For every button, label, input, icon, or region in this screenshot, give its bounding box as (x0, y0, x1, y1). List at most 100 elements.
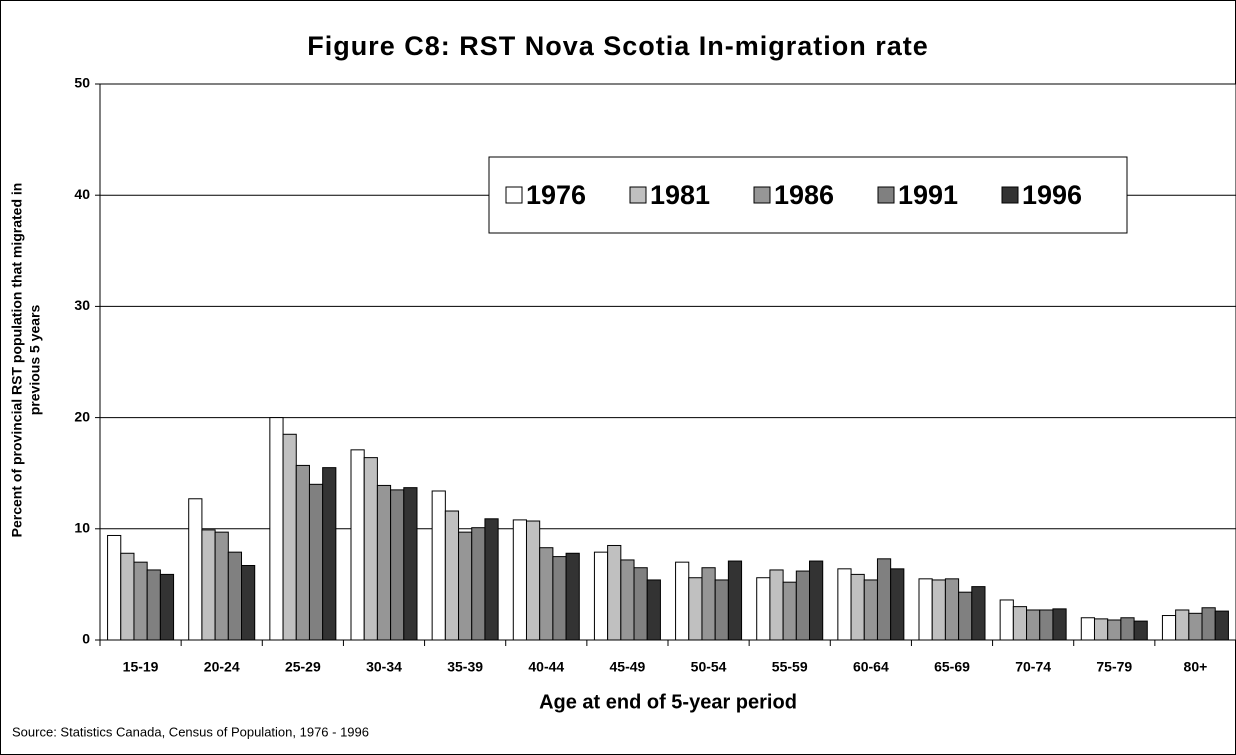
y-tick-label: 40 (74, 186, 90, 202)
bar (484, 518, 499, 641)
bar (120, 552, 135, 641)
bar (1175, 609, 1190, 641)
bar (295, 464, 310, 641)
bar (363, 457, 378, 641)
x-tick-label: 25-29 (285, 659, 321, 675)
legend-label: 1981 (650, 180, 710, 210)
y-tick-label: 10 (74, 520, 90, 536)
y-tick-label: 20 (74, 408, 90, 424)
legend-label: 1996 (1022, 180, 1082, 210)
bar (1012, 606, 1028, 641)
bar (403, 487, 418, 641)
x-tick-label: 55-59 (772, 659, 808, 675)
bar (795, 570, 811, 641)
bar (876, 558, 892, 641)
legend-swatch (877, 186, 895, 204)
legend-swatch (629, 186, 647, 204)
bar (863, 579, 878, 641)
x-tick-label: 45-49 (610, 659, 646, 675)
bar (133, 561, 148, 641)
bar (620, 559, 635, 641)
bar (958, 591, 973, 641)
bar (1093, 618, 1109, 641)
x-tick-label: 30-34 (366, 659, 402, 675)
x-axis-title: Age at end of 5-year period (539, 691, 797, 713)
bar (1214, 610, 1229, 641)
bar (282, 433, 297, 641)
x-tick-label: 70-74 (1015, 659, 1051, 675)
bar (944, 578, 960, 641)
bar (308, 483, 324, 641)
bar (1107, 619, 1122, 641)
bar (471, 527, 486, 641)
bar (322, 467, 337, 641)
bar (107, 534, 122, 641)
legend-swatch (753, 186, 771, 204)
bar (1188, 612, 1203, 641)
bar (646, 579, 661, 641)
bar (390, 489, 405, 641)
source-note: Source: Statistics Canada, Census of Pop… (12, 724, 369, 739)
bar (1133, 620, 1148, 641)
y-tick-label: 0 (82, 631, 90, 647)
bar (188, 498, 203, 641)
legend-swatch (1001, 186, 1019, 204)
bar (1026, 609, 1041, 641)
chart-title: Figure C8: RST Nova Scotia In-migration … (307, 31, 929, 61)
bar (890, 568, 905, 641)
bar (633, 567, 648, 641)
bar (701, 567, 716, 641)
legend-label: 1986 (774, 180, 834, 210)
bar (782, 581, 797, 641)
x-tick-label: 40-44 (528, 659, 564, 675)
x-tick-label: 35-39 (447, 659, 483, 675)
bar (512, 519, 527, 641)
bar (999, 599, 1014, 641)
bar (918, 578, 933, 641)
bar (714, 579, 729, 641)
bar (769, 569, 784, 641)
bar (159, 573, 175, 641)
legend-swatch (505, 186, 523, 204)
x-tick-label: 65-69 (934, 659, 970, 675)
bar (756, 577, 771, 641)
legend-label: 1991 (898, 180, 958, 210)
bar (1052, 608, 1067, 641)
y-tick-label: 50 (74, 75, 90, 91)
bar (931, 579, 946, 641)
bar (525, 520, 541, 641)
bar (1120, 617, 1135, 641)
y-tick-label: 30 (74, 297, 90, 313)
bar (241, 564, 256, 641)
x-tick-label: 15-19 (123, 659, 159, 675)
x-tick-label: 50-54 (691, 659, 727, 675)
bar (146, 569, 161, 641)
bar (727, 560, 743, 641)
bar (269, 417, 284, 641)
bar (607, 544, 622, 641)
y-axis-title: previous 5 years (27, 305, 43, 416)
bar (214, 531, 229, 641)
bar (1161, 615, 1177, 641)
bar (1039, 609, 1054, 641)
bar (593, 551, 609, 641)
y-axis-title: Percent of provincial RST population tha… (9, 183, 25, 538)
bar (458, 531, 473, 641)
x-tick-label: 20-24 (204, 659, 240, 675)
bar (552, 556, 567, 641)
bar (688, 577, 703, 641)
bar (837, 568, 852, 641)
bar (227, 551, 243, 641)
bar (850, 573, 865, 641)
bar (350, 449, 365, 641)
bar (431, 490, 446, 641)
bar (809, 560, 824, 641)
x-tick-label: 75-79 (1096, 659, 1132, 675)
bar (675, 561, 690, 641)
bar (971, 586, 986, 641)
bar (1201, 607, 1216, 641)
x-tick-label: 80+ (1184, 659, 1208, 675)
bar (376, 484, 392, 641)
legend-box (488, 156, 1128, 234)
